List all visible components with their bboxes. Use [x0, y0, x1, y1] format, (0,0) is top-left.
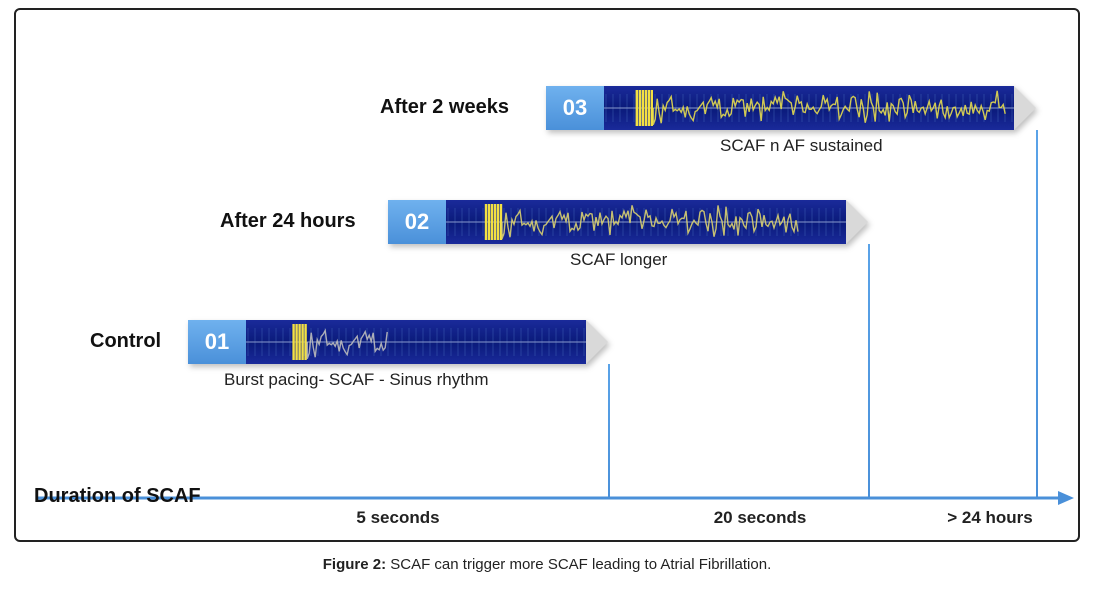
figure-caption: Figure 2: SCAF can trigger more SCAF lea… — [0, 556, 1094, 573]
bar-arrowhead — [1014, 86, 1036, 130]
bar-waveform — [246, 320, 586, 364]
axis-tick-label: 20 seconds — [714, 508, 807, 528]
axis-title: Duration of SCAF — [34, 485, 201, 508]
bar-waveform — [446, 200, 846, 244]
dropline-after24h — [868, 244, 870, 498]
bar-number: 03 — [546, 86, 604, 130]
dropline-control — [608, 364, 610, 498]
figure-frame: Control 01 Burst pacing- SCAF - Sinus rhyt… — [0, 0, 1094, 600]
bar-number: 02 — [388, 200, 446, 244]
row-label-after2w: After 2 weeks — [380, 96, 509, 119]
bar-sublabel-control: Burst pacing- SCAF - Sinus rhythm — [224, 370, 489, 390]
bar-sublabel-after24h: SCAF longer — [570, 250, 667, 270]
bar-waveform — [604, 86, 1014, 130]
bar-number: 01 — [188, 320, 246, 364]
caption-prefix: Figure 2: — [323, 556, 386, 573]
caption-text: SCAF can trigger more SCAF leading to At… — [386, 556, 771, 573]
bar-arrowhead — [846, 200, 868, 244]
bar-after24h: 02 — [388, 200, 868, 244]
axis-tick-label: 5 seconds — [356, 508, 439, 528]
dropline-after2w — [1036, 130, 1038, 498]
axis-tick-label: > 24 hours — [947, 508, 1033, 528]
row-label-after24h: After 24 hours — [220, 210, 356, 233]
bar-sublabel-after2w: SCAF n AF sustained — [720, 136, 883, 156]
bar-after2w: 03 — [546, 86, 1036, 130]
row-label-control: Control — [90, 330, 161, 353]
bar-arrowhead — [586, 320, 608, 364]
bar-control: 01 — [188, 320, 608, 364]
